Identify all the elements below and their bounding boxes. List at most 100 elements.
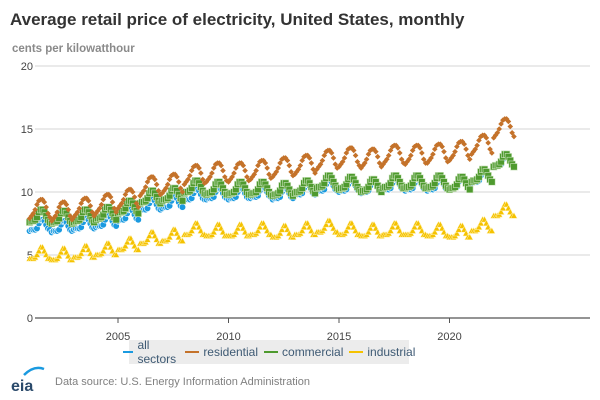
data-point [367, 147, 374, 154]
data-point [437, 141, 444, 147]
data-point [139, 190, 145, 197]
data-point [443, 155, 449, 161]
data-point [172, 171, 178, 178]
data-point [83, 195, 90, 202]
data-point [35, 247, 43, 254]
data-point [111, 205, 118, 212]
data-point [419, 150, 425, 156]
data-point [448, 155, 455, 161]
data-point [188, 167, 195, 174]
data-point [428, 155, 434, 161]
data-point [496, 126, 503, 132]
data-point [47, 214, 53, 220]
data-point [174, 174, 180, 180]
data-point [356, 162, 363, 169]
data-point [188, 227, 196, 234]
data-point [209, 170, 215, 176]
data-point [135, 204, 142, 210]
legend-item-residential[interactable]: residential [185, 345, 258, 359]
data-point [210, 165, 217, 171]
data-point [326, 147, 333, 154]
legend-label: residential [203, 345, 259, 359]
legend-item-all-sectors[interactable]: all sectors [122, 338, 180, 366]
data-point [256, 223, 264, 230]
data-point [189, 223, 198, 230]
data-point [185, 176, 191, 183]
series-residential [26, 116, 517, 224]
data-point [498, 121, 504, 127]
legend-item-industrial[interactable]: industrial [349, 345, 415, 359]
data-marks [25, 116, 518, 263]
data-point [433, 142, 440, 149]
data-point [468, 151, 475, 157]
data-point [98, 201, 105, 208]
data-point [330, 155, 337, 161]
data-point [211, 224, 220, 232]
data-point [288, 169, 294, 175]
data-point [276, 229, 284, 237]
data-point [52, 213, 59, 219]
data-point [444, 158, 451, 165]
data-point [402, 161, 409, 168]
data-point [409, 147, 416, 154]
data-point [142, 184, 149, 190]
data-point [207, 174, 213, 180]
data-point [510, 163, 518, 171]
data-point [76, 205, 83, 212]
data-point [279, 156, 285, 163]
data-point [339, 158, 346, 165]
y-tick-label: 10 [21, 187, 33, 199]
data-point [472, 146, 479, 152]
series-industrial [25, 200, 518, 263]
data-point [332, 161, 339, 168]
data-point [65, 206, 72, 213]
data-point [118, 200, 125, 207]
legend-swatch [122, 351, 134, 353]
data-point [366, 224, 374, 232]
data-point [220, 167, 226, 174]
data-point [315, 164, 322, 170]
data-point [477, 219, 485, 227]
data-point [374, 153, 381, 160]
data-point [463, 146, 469, 152]
data-point [466, 233, 474, 241]
data-point [389, 143, 396, 150]
data-point [134, 246, 142, 253]
data-point [45, 210, 51, 217]
data-point [145, 232, 153, 239]
data-point [198, 170, 204, 176]
data-point [134, 216, 142, 224]
data-point [161, 187, 167, 194]
data-point [240, 162, 247, 169]
data-point [483, 135, 490, 141]
data-point [166, 176, 173, 183]
data-point [388, 223, 397, 230]
data-point [257, 158, 263, 165]
data-point [342, 227, 350, 234]
data-point [476, 137, 482, 144]
data-point [499, 204, 507, 212]
data-point [112, 251, 120, 258]
data-point [143, 235, 152, 243]
data-point [455, 225, 463, 233]
data-point [384, 156, 390, 163]
data-point [334, 165, 340, 171]
data-point [494, 129, 501, 136]
data-point [489, 150, 495, 156]
data-point [400, 160, 407, 166]
data-point [386, 227, 395, 234]
data-point [485, 140, 491, 146]
data-point [268, 175, 274, 181]
logo-text: eia [11, 378, 33, 394]
legend-item-commercial[interactable]: commercial [264, 345, 343, 359]
data-point [36, 198, 42, 204]
y-tick-label: 15 [21, 124, 33, 136]
data-point [314, 166, 320, 173]
data-point [431, 228, 439, 235]
data-point [424, 160, 431, 166]
data-point [320, 224, 328, 232]
data-point [33, 251, 41, 258]
data-point [244, 174, 250, 180]
data-point [474, 142, 480, 149]
